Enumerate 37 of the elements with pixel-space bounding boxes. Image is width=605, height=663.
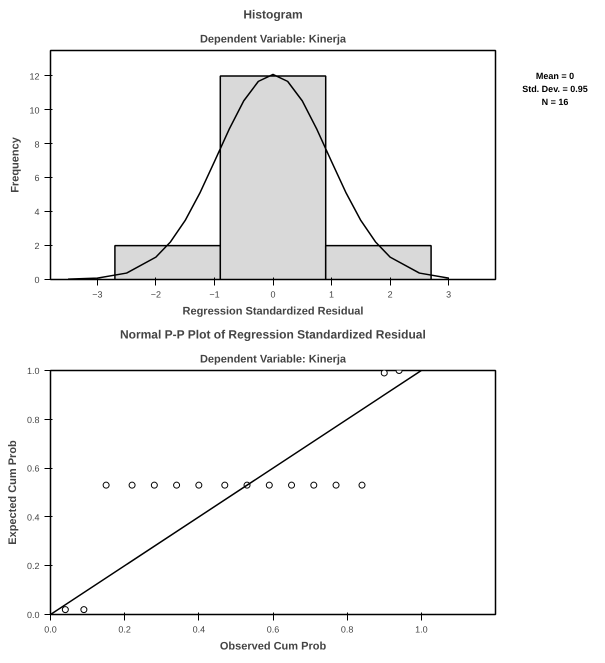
y-tick-label: 0.2 — [26, 561, 40, 572]
chart-title: Normal P-P Plot of Regression Standardized Residual — [120, 328, 426, 342]
x-tick-label: 0.0 — [44, 624, 57, 634]
chart-subtitle: Dependent Variable: Kinerja — [200, 34, 347, 46]
x-tick-label: 0.2 — [118, 624, 131, 634]
x-tick-label: 0.6 — [266, 624, 280, 634]
text: Mean = 0 — [536, 71, 574, 81]
y-axis-title: Frequency — [9, 136, 22, 193]
y-tick-label: 0.4 — [26, 512, 40, 522]
x-tick-label: 1 — [329, 290, 334, 300]
x-axis-title: Regression Standardized Residual — [182, 306, 364, 318]
y-axis-title: Expected Cum Prob — [6, 440, 19, 545]
chart-subtitle: Dependent Variable: Kinerja — [200, 354, 347, 366]
x-tick-label: −1 — [209, 290, 220, 300]
x-tick-label: 3 — [446, 290, 452, 300]
chart-title: Histogram — [243, 8, 303, 22]
x-tick-label: 1.0 — [415, 624, 428, 634]
x-tick-label: −2 — [150, 290, 162, 300]
x-tick-label: −3 — [92, 290, 102, 300]
y-tick-label: 2 — [34, 241, 40, 252]
x-axis-title: Observed Cum Prob — [220, 640, 326, 652]
x-tick-label: 0.8 — [340, 624, 354, 634]
y-tick-label: 6 — [34, 173, 40, 184]
y-tick-label: 0.0 — [26, 610, 40, 620]
y-tick-label: 10 — [29, 105, 40, 116]
text: Std. Dev. = 0.95 — [522, 84, 588, 94]
y-tick-label: 4 — [34, 207, 40, 218]
text: N = 16 — [542, 96, 568, 107]
y-tick-label: 0 — [34, 275, 40, 285]
x-tick-label: 0.4 — [192, 624, 206, 634]
x-tick-label: 0 — [270, 290, 276, 300]
y-tick-label: 1.0 — [26, 366, 40, 376]
y-tick-label: 0.6 — [26, 464, 40, 474]
x-tick-label: 2 — [388, 290, 393, 300]
y-tick-label: 12 — [29, 71, 40, 82]
y-tick-label: 8 — [34, 139, 40, 150]
y-tick-label: 0.8 — [26, 414, 40, 425]
